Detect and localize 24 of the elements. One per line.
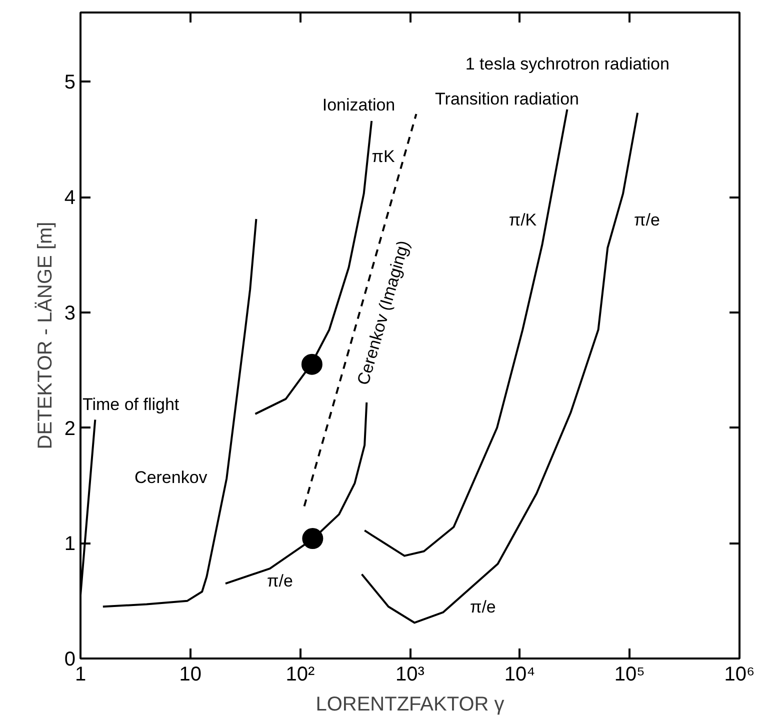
annotation: π/e [634, 210, 660, 230]
annotation: Time of flight [82, 395, 180, 414]
x-tick-label: 10⁶ [724, 664, 755, 686]
y-tick-label: 2 [64, 418, 76, 440]
x-tick-label: 10 [179, 664, 202, 686]
annotation: Cerenkov [134, 468, 208, 488]
x-axis-title: LORENTZFAKTOR γ [316, 694, 504, 716]
annotation: π/e [470, 597, 496, 616]
x-tick-label: 10⁵ [614, 664, 645, 686]
y-tick-label: 5 [64, 72, 76, 94]
y-tick-label: 1 [64, 533, 76, 556]
annotation: πK [372, 147, 396, 166]
x-tick-label: 10³ [396, 664, 425, 686]
annotation: π/e [266, 571, 293, 590]
y-axis-title: DETEKTOR - LÄNGE [m] [34, 222, 56, 450]
y-tick-label: 0 [64, 648, 76, 670]
annotation: Ionization [322, 95, 396, 114]
annotation: π/K [508, 210, 538, 230]
x-tick-label: 10² [286, 664, 315, 686]
annotation: 1 tesla sychrotron radiation [465, 54, 670, 74]
y-tick-label: 3 [64, 302, 76, 324]
annotation: Transition radiation [435, 90, 579, 109]
x-tick-label: 10⁴ [504, 664, 536, 686]
y-tick-label: 4 [64, 187, 76, 210]
